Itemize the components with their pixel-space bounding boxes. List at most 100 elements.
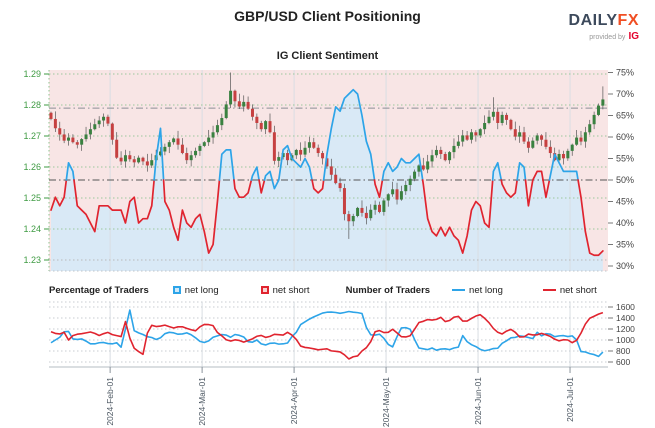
pct-tick-label: 55%	[616, 154, 634, 164]
candle-body	[360, 207, 364, 213]
candle-body	[303, 147, 307, 155]
logo-daily-text: DAILY	[568, 12, 618, 29]
candle-body	[373, 204, 377, 210]
pct-tick-label: 35%	[616, 240, 634, 250]
candle-body	[49, 112, 53, 119]
logo-tagline: provided by IG	[569, 31, 639, 42]
pct-tick-label: 50%	[616, 175, 634, 185]
sentiment-pct-line	[218, 149, 235, 181]
candle-body	[566, 150, 570, 159]
candle-body	[242, 101, 246, 107]
candle-body	[434, 149, 438, 156]
count-tick-label: 600	[616, 357, 630, 367]
candle-body	[426, 161, 430, 170]
candle-body	[483, 122, 487, 130]
candle-body	[137, 157, 141, 163]
candle-body	[391, 189, 395, 195]
net-long-line-icon	[452, 289, 466, 291]
candle-body	[583, 132, 587, 142]
legend-num-net-long-label: net long	[469, 284, 503, 296]
provided-by-text: provided by	[589, 33, 626, 41]
candle-body	[382, 200, 386, 212]
pct-tick-label: 40%	[616, 218, 634, 228]
legend-pct-net-long: net long	[172, 285, 219, 296]
axes-layer: 1.29 1.28 1.27 1.26 1.25 1.24 1.23 75% 70% 65% 60%…	[23, 68, 634, 272]
sentiment-pct-line	[271, 144, 313, 190]
candle-body	[588, 124, 592, 133]
net-short-line-icon	[542, 289, 556, 291]
legend-pct-header: Percentage of Traders	[49, 284, 149, 296]
candle-body	[150, 160, 154, 166]
candle-body	[518, 132, 522, 137]
candle-body	[198, 145, 202, 151]
sentiment-pct-line	[542, 179, 551, 199]
candle-body	[443, 153, 447, 161]
candle-body	[102, 116, 106, 121]
candle-body	[250, 108, 254, 117]
x-axis-layer: 2024-Feb-01 2024-Mar-01 2024-Apr-01 2024-Ma…	[49, 366, 608, 427]
date-label: 2024-May-01	[381, 377, 391, 427]
candle-body	[75, 142, 79, 145]
candle-body	[233, 90, 237, 102]
candle-body	[163, 146, 167, 152]
sentiment-pct-line	[263, 170, 274, 181]
candle-body	[421, 165, 425, 170]
sentiment-pct-line	[322, 88, 376, 181]
candle-body	[347, 214, 351, 222]
candle-body	[461, 135, 465, 142]
ig-logo: IG	[628, 30, 639, 42]
price-tick-label: 1.26	[23, 162, 41, 172]
candle-body	[194, 150, 198, 156]
page-title: GBP/USD Client Positioning	[234, 8, 421, 24]
traders-net-short-line	[50, 311, 604, 360]
candle-body	[548, 146, 552, 154]
candle-body	[119, 157, 123, 162]
candle-body	[478, 129, 482, 136]
sentiment-pct-line	[153, 127, 165, 181]
candle-body	[132, 159, 136, 163]
candle-body	[452, 145, 456, 153]
candle-body	[456, 141, 460, 146]
sentiment-pct-line	[50, 179, 68, 211]
sentiment-pct-line	[381, 153, 424, 181]
candle-body	[264, 121, 268, 130]
candle-body	[342, 188, 346, 215]
candle-body	[465, 135, 469, 140]
candle-body	[535, 135, 539, 141]
gridlines-layer	[49, 70, 608, 367]
logo-fx-text: FX	[617, 12, 639, 29]
candle-body	[67, 137, 71, 141]
dailyfx-wordmark: DAILYFX	[569, 12, 639, 30]
legend-pct-net-short-label: net short	[272, 284, 310, 296]
candle-body	[145, 161, 149, 166]
candle-body	[299, 149, 303, 155]
candle-body	[356, 207, 360, 216]
candle-body	[167, 142, 171, 147]
sentiment-pct-line	[577, 179, 604, 257]
legend-num-net-long: net long	[452, 285, 503, 296]
sentiment-pct-line	[421, 179, 494, 254]
candle-body	[286, 153, 290, 161]
candle-body	[321, 153, 325, 159]
candle-body	[123, 155, 127, 162]
candle-body	[106, 116, 110, 124]
candle-body	[294, 149, 298, 156]
candle-body	[316, 147, 320, 154]
candle-body	[597, 105, 600, 115]
sentiment-pct-line	[250, 166, 260, 181]
candle-body	[509, 119, 513, 130]
candle-body	[378, 204, 381, 212]
candle-body	[229, 90, 233, 105]
sentiment-line-layer	[50, 88, 604, 257]
candle-body	[110, 123, 114, 140]
candle-body	[351, 215, 355, 222]
candle-body	[97, 120, 101, 125]
candle-body	[159, 151, 162, 156]
candle-body	[312, 142, 316, 148]
date-label: 2024-Jun-01	[473, 377, 483, 425]
sentiment-pct-line	[373, 179, 384, 199]
price-tick-label: 1.24	[23, 224, 41, 234]
candle-body	[202, 142, 206, 146]
candle-body	[277, 157, 281, 161]
